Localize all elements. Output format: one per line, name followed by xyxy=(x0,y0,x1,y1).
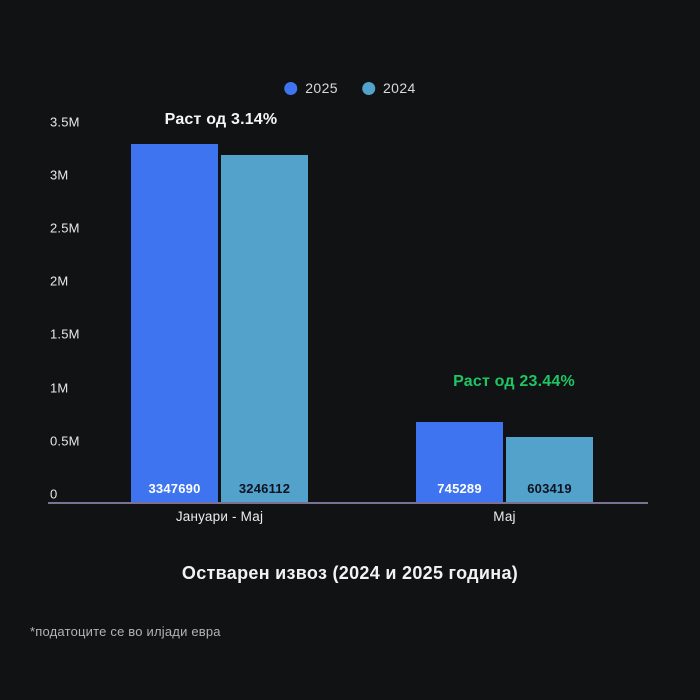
legend: 2025 2024 xyxy=(284,80,416,96)
footnote: *податоците се во илјади евра xyxy=(30,624,221,639)
bar-2025-may[interactable]: 745289 xyxy=(416,422,503,502)
legend-dot-2025-icon xyxy=(284,81,298,95)
y-axis-tick: 3.5M xyxy=(50,114,80,130)
growth-annotation-group1: Раст од 3.14% xyxy=(164,111,278,128)
bar-value-label: 603419 xyxy=(527,481,572,496)
bar-2024-may[interactable]: 603419 xyxy=(506,437,593,502)
y-axis-tick: 1M xyxy=(50,380,69,396)
bar-value-label: 3347690 xyxy=(148,481,201,496)
legend-item-2025[interactable]: 2025 xyxy=(284,80,338,96)
x-axis-label-january-may: Јануари - Мај xyxy=(175,509,264,524)
y-axis-tick: 2.5M xyxy=(50,220,80,236)
legend-label-2025: 2025 xyxy=(305,80,338,96)
bar-value-label: 3246112 xyxy=(238,481,291,496)
bar-2024-january-may[interactable]: 3246112 xyxy=(221,154,308,502)
y-axis-tick: 2M xyxy=(50,273,69,289)
legend-item-2024[interactable]: 2024 xyxy=(362,80,416,96)
bar-value-label: 745289 xyxy=(437,481,482,496)
y-axis-tick: 0.5M xyxy=(50,433,80,449)
y-axis-tick: 1.5M xyxy=(50,326,80,342)
x-axis-line xyxy=(48,502,648,504)
y-axis-tick: 3M xyxy=(50,167,69,183)
chart-title: Остварен извоз (2024 и 2025 година) xyxy=(181,563,519,583)
y-axis-tick: 0 xyxy=(50,486,58,502)
growth-annotation-group2: Раст од 23.44% xyxy=(453,373,575,390)
legend-label-2024: 2024 xyxy=(383,80,416,96)
legend-dot-2024-icon xyxy=(362,81,375,95)
x-axis-label-may: Мај xyxy=(493,509,516,524)
bar-2025-january-may[interactable]: 3347690 xyxy=(131,143,218,502)
